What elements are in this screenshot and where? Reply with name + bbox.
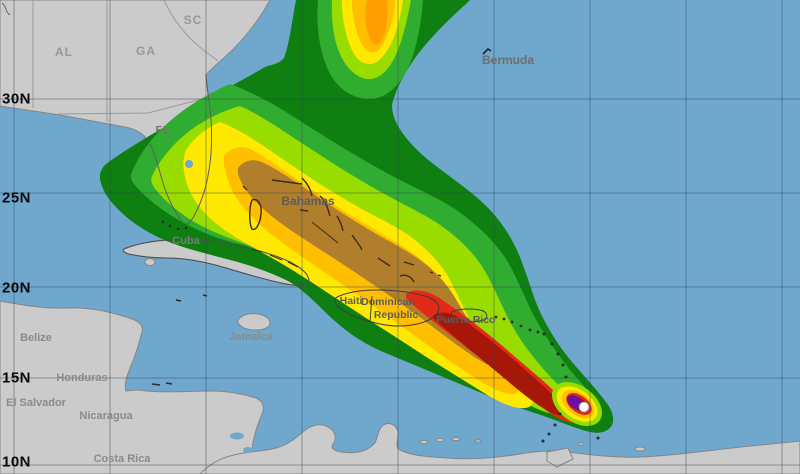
coastlines-over-cone	[122, 74, 488, 327]
land-isla-juventud	[144, 258, 156, 266]
wind-probability-cone	[99, 0, 614, 433]
lake-okeechobee	[185, 160, 193, 168]
land-jamaica	[237, 313, 271, 331]
small-islands-south	[419, 436, 646, 452]
florida-coast-outline	[149, 74, 213, 225]
lesser-antilles-islands	[151, 220, 600, 443]
cone-band-dark-red	[432, 312, 564, 415]
land-central-america	[0, 300, 264, 474]
state-borders	[1, 0, 253, 453]
cone-band-orange-core	[365, 0, 388, 45]
bermuda-island-mark	[482, 47, 492, 55]
land-trinidad	[546, 447, 574, 468]
bahamas-islands	[242, 177, 442, 283]
cuba-outline	[122, 238, 310, 286]
hispaniola-outline	[334, 289, 440, 327]
land-south-america	[199, 423, 800, 474]
puerto-rico-outline	[450, 308, 488, 323]
storm-center-marker	[578, 401, 590, 413]
